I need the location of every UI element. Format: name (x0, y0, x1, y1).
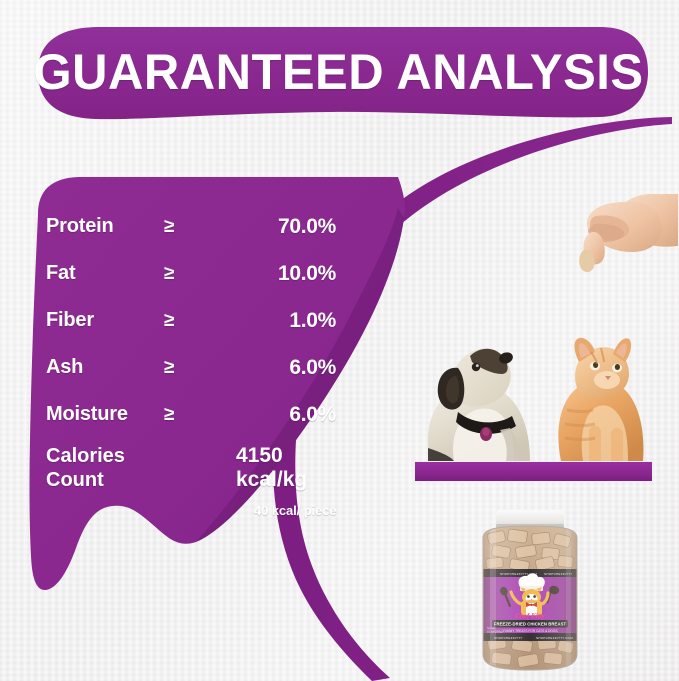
dog-looking-up-photo (427, 348, 530, 461)
nutrient-label: Protein (46, 215, 114, 237)
nutrient-label: Moisture (46, 403, 128, 425)
product-jar: SHOPCHEFKITTY.COM SHOPCHEFKITTY SHOPCHEF… (470, 508, 590, 676)
calories-value-line1: 4150 (236, 444, 283, 467)
nutrient-operator: ≥ (164, 215, 175, 237)
nutrient-value: 6.0% (289, 355, 336, 379)
calories-label-line1: Calories (46, 445, 125, 467)
nutrient-label: Fiber (46, 309, 94, 331)
purple-shelf-bar (414, 461, 653, 482)
nutrient-value: 6.0% (289, 402, 336, 426)
table-row-calories: Calories Count 4150 kcal/kg (46, 444, 336, 492)
hand-holding-treat-icon (579, 194, 678, 273)
table-row-fat: Fat ≥ 10.0% (46, 250, 336, 297)
table-row-moisture: Moisture ≥ 6.0% (46, 391, 336, 438)
table-row-fiber: Fiber ≥ 1.0% (46, 297, 336, 344)
calories-value: 4150 kcal/kg (236, 444, 307, 492)
nutrient-label: Ash (46, 356, 84, 378)
nutrient-operator: ≥ (164, 309, 175, 331)
calories-label: Calories Count (46, 444, 236, 492)
nutrient-label: Fat (46, 262, 76, 284)
orange-cat-looking-up-photo (558, 337, 644, 461)
page-title-banner: GUARANTEED ANALYSIS (30, 28, 647, 116)
calories-label-line2: Count (46, 469, 104, 491)
nutrient-value: 10.0% (277, 261, 336, 285)
table-row-protein: Protein ≥ 70.0% (46, 203, 336, 250)
nutrient-operator: ≥ (164, 262, 175, 284)
table-row-ash: Ash ≥ 6.0% (46, 344, 336, 391)
page-title: GUARANTEED ANALYSIS (33, 44, 644, 100)
pets-photo-area (404, 186, 679, 486)
calories-per-piece-note: 40 kcal/ piece (254, 503, 337, 518)
analysis-panel-shape (29, 177, 405, 591)
title-banner-shape (38, 27, 648, 120)
nutrient-value: 70.0% (277, 214, 336, 238)
calories-value-line2: kcal/kg (236, 468, 308, 491)
nutrient-value: 1.0% (289, 308, 336, 332)
nutrient-operator: ≥ (164, 356, 175, 378)
nutrient-operator: ≥ (164, 403, 175, 425)
guaranteed-analysis-table: Protein ≥ 70.0% Fat ≥ 10.0% Fiber ≥ 1.0%… (46, 203, 337, 519)
